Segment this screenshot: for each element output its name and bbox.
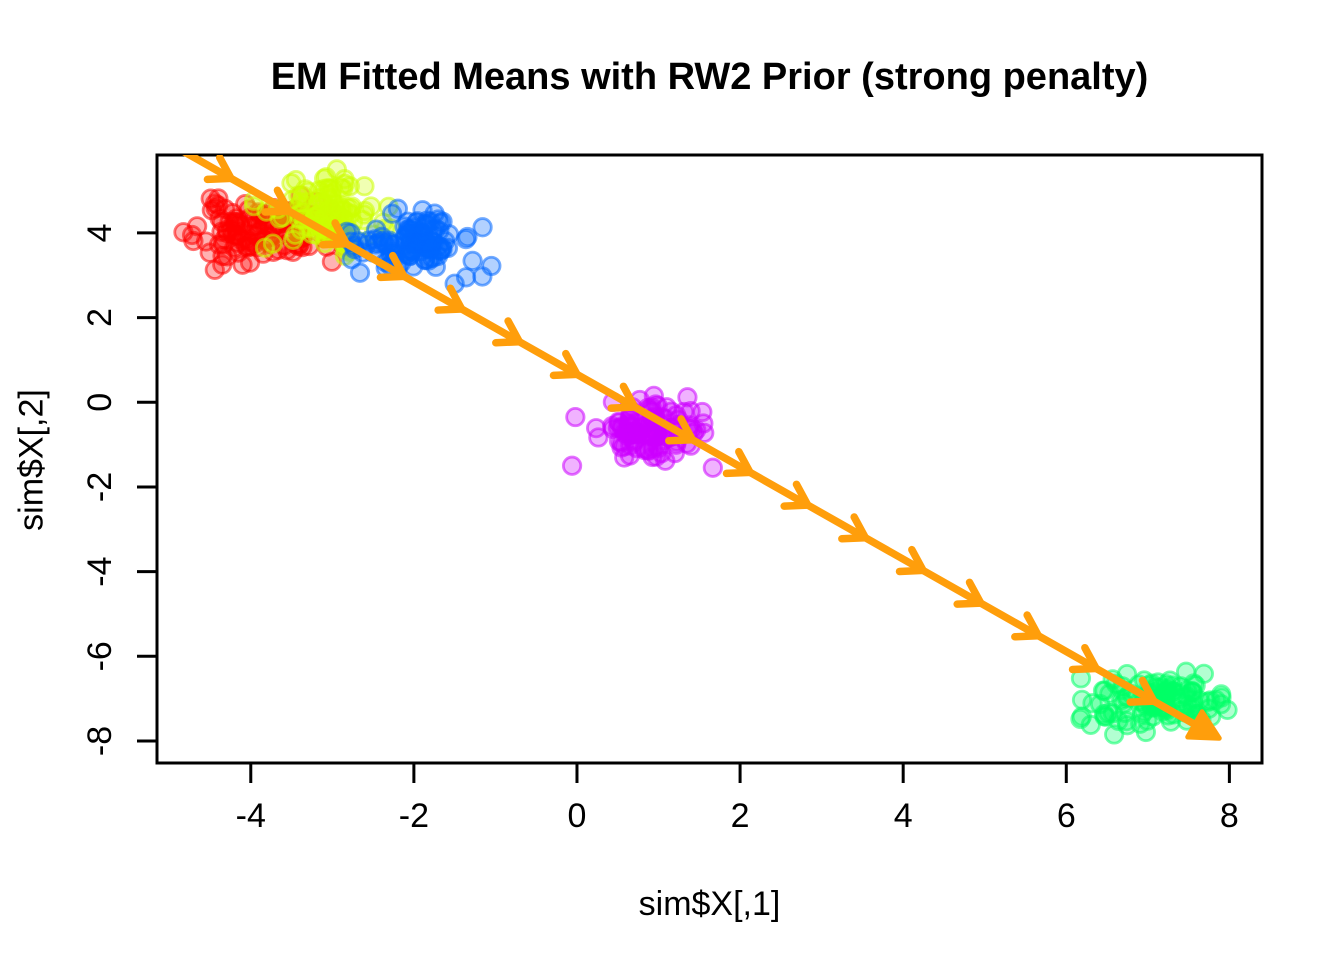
em-arrowhead <box>261 186 293 216</box>
plot-border <box>155 153 1264 765</box>
scatter-point <box>462 250 483 271</box>
y-tick-label: 0 <box>81 393 119 412</box>
scatter-point <box>181 224 203 246</box>
y-tick-label: -6 <box>81 641 119 671</box>
scatter-point <box>457 226 478 248</box>
scatter-point <box>382 203 403 224</box>
scatter-point <box>254 237 276 258</box>
scatter-point <box>602 418 623 439</box>
em-arrowhead <box>203 155 235 184</box>
em-arrowhead <box>838 513 870 543</box>
x-tick-label: 2 <box>731 797 750 835</box>
scatter-point <box>1169 683 1191 705</box>
plot-title: EM Fitted Means with RW2 Prior (strong p… <box>270 56 1149 98</box>
em-arrowhead <box>376 251 408 282</box>
em-arrowhead <box>607 382 639 412</box>
em-arrowhead <box>780 480 812 510</box>
x-tick-label: -4 <box>236 797 266 835</box>
scatter-point <box>641 424 662 445</box>
x-tick-label: 8 <box>1220 797 1239 835</box>
scatter-point <box>405 237 426 259</box>
y-tick-label: 2 <box>81 308 119 327</box>
scatter-point <box>693 413 714 434</box>
scatter-point <box>212 254 233 275</box>
y-tick-label: -2 <box>81 472 119 502</box>
em-arrowhead <box>1126 676 1158 706</box>
em-arrowhead <box>895 545 927 576</box>
em-arrowhead <box>434 284 466 314</box>
y-tick-label: -8 <box>81 726 119 756</box>
scatter-point <box>1090 694 1111 715</box>
scatter-point <box>201 200 222 221</box>
scatter-point <box>677 387 698 408</box>
scatter-point <box>1211 684 1232 705</box>
y-tick-label: -4 <box>81 557 119 587</box>
scatter-point <box>642 446 663 468</box>
scatter-point <box>565 406 586 428</box>
scatter-point <box>216 219 237 241</box>
scatter-point <box>341 196 363 217</box>
em-arrowhead <box>1068 643 1100 674</box>
scatter-point <box>1193 663 1214 684</box>
scatter-point <box>379 230 400 251</box>
scatter-point <box>437 237 459 259</box>
scatter-point <box>322 178 343 199</box>
scatter-point <box>1071 689 1093 710</box>
scatter-point <box>623 424 645 445</box>
em-arrowhead <box>319 219 351 249</box>
em-final-arrowhead <box>1185 709 1222 741</box>
em-arrowhead <box>492 317 524 347</box>
scatter-point <box>360 196 382 217</box>
em-arrowhead <box>1011 611 1043 641</box>
x-tick-label: 0 <box>568 797 587 835</box>
em-arrowhead <box>953 578 985 608</box>
x-tick-label: 4 <box>894 797 913 835</box>
scatter-point <box>292 185 314 206</box>
scatter-point <box>481 255 502 277</box>
scatter-point <box>472 217 493 238</box>
scatter-point <box>1080 714 1101 735</box>
scatter-point <box>702 457 723 478</box>
scatter-point <box>614 447 635 468</box>
x-tick-label: 6 <box>1057 797 1076 835</box>
scatter-point <box>647 395 668 416</box>
scatter-point <box>561 455 583 476</box>
scatter-point <box>354 176 375 197</box>
x-axis-title: sim$X[,1] <box>638 885 781 923</box>
em-arrowhead <box>549 349 581 380</box>
scatter-point <box>242 216 263 237</box>
scatter-point <box>325 194 346 216</box>
scatter-point <box>420 211 441 232</box>
y-tick-label: 4 <box>81 223 119 242</box>
scatter-point <box>586 418 607 439</box>
y-axis-title: sim$X[,2] <box>12 389 51 531</box>
em-arrowhead <box>665 415 697 445</box>
x-tick-label: -2 <box>399 797 429 835</box>
scatter-point <box>1175 661 1197 682</box>
em-arrowhead <box>722 447 754 478</box>
scatter-point <box>455 267 477 288</box>
